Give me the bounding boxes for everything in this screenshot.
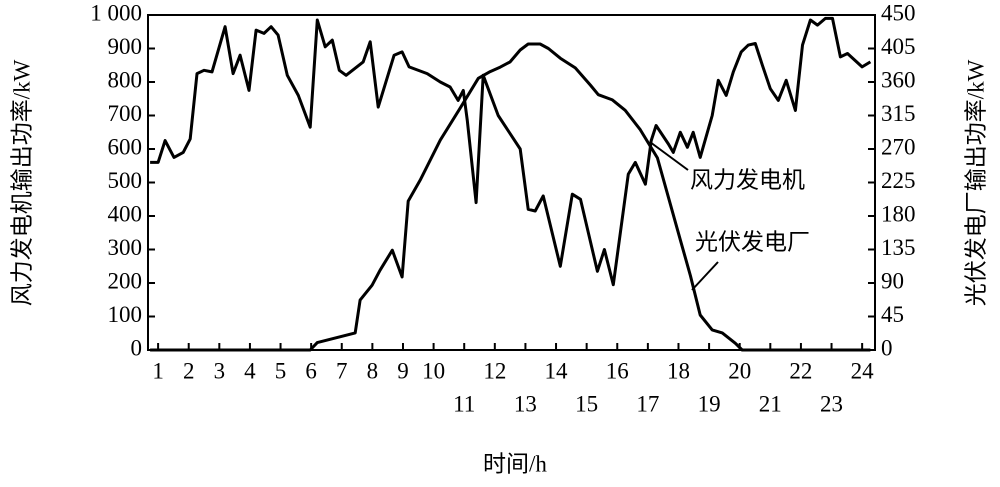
- y-tick-label: 800: [108, 67, 143, 92]
- annotation-leader: [649, 141, 689, 171]
- y2-tick-label: 0: [881, 335, 893, 360]
- x-tick-label: 13: [514, 391, 537, 416]
- y2-tick-label: 135: [881, 235, 916, 260]
- x-tick-label: 14: [545, 358, 569, 383]
- x-axis-label: 时间/h: [483, 451, 547, 476]
- y2-tick-label: 45: [881, 302, 904, 327]
- series-annotation: 风力发电机: [690, 167, 805, 192]
- x-tick-label: 4: [244, 358, 256, 383]
- y2-tick-label: 360: [881, 67, 916, 92]
- series-annotation: 光伏发电厂: [695, 229, 810, 254]
- y-tick-label: 200: [108, 268, 143, 293]
- y2-tick-label: 225: [881, 168, 916, 193]
- y2-tick-label: 315: [881, 101, 916, 126]
- y-tick-label: 300: [108, 235, 143, 260]
- x-tick-label: 5: [275, 358, 287, 383]
- x-tick-label: 3: [214, 358, 226, 383]
- x-tick-label: 1: [152, 358, 164, 383]
- y2-tick-label: 270: [881, 134, 916, 159]
- x-tick-label: 17: [636, 391, 659, 416]
- x-tick-label: 15: [575, 391, 598, 416]
- x-tick-label: 2: [183, 358, 195, 383]
- y2-tick-label: 180: [881, 201, 916, 226]
- y-axis-label: 风力发电机输出功率/kW: [9, 59, 34, 306]
- x-tick-label: 16: [606, 358, 629, 383]
- y2-tick-label: 450: [881, 0, 916, 25]
- x-tick-label: 12: [483, 358, 506, 383]
- x-tick-label: 9: [397, 358, 409, 383]
- y-tick-label: 500: [108, 168, 143, 193]
- x-tick-label: 24: [851, 358, 875, 383]
- x-tick-label: 8: [367, 358, 379, 383]
- x-tick-label: 23: [820, 391, 843, 416]
- x-tick-label: 7: [336, 358, 348, 383]
- annotation-leader: [691, 261, 719, 291]
- y-tick-label: 700: [108, 101, 143, 126]
- y-tick-label: 400: [108, 201, 143, 226]
- x-tick-label: 19: [698, 391, 721, 416]
- series-line: [150, 16, 872, 287]
- x-tick-label: 20: [728, 358, 751, 383]
- series-line: [150, 42, 871, 352]
- x-tick-label: 18: [667, 358, 690, 383]
- x-tick-label: 10: [422, 358, 445, 383]
- y2-tick-label: 405: [881, 34, 916, 59]
- x-tick-label: 21: [759, 391, 782, 416]
- y-tick-label: 1 000: [90, 0, 142, 25]
- y2-tick-label: 90: [881, 268, 904, 293]
- y-tick-label: 0: [131, 335, 143, 360]
- y-tick-label: 900: [108, 34, 143, 59]
- x-tick-label: 11: [453, 391, 475, 416]
- x-tick-label: 6: [305, 358, 317, 383]
- y2-axis-label: 光伏发电厂输出功率/kW: [963, 59, 988, 306]
- y-tick-label: 600: [108, 134, 143, 159]
- x-tick-label: 22: [789, 358, 812, 383]
- y-tick-label: 100: [108, 302, 143, 327]
